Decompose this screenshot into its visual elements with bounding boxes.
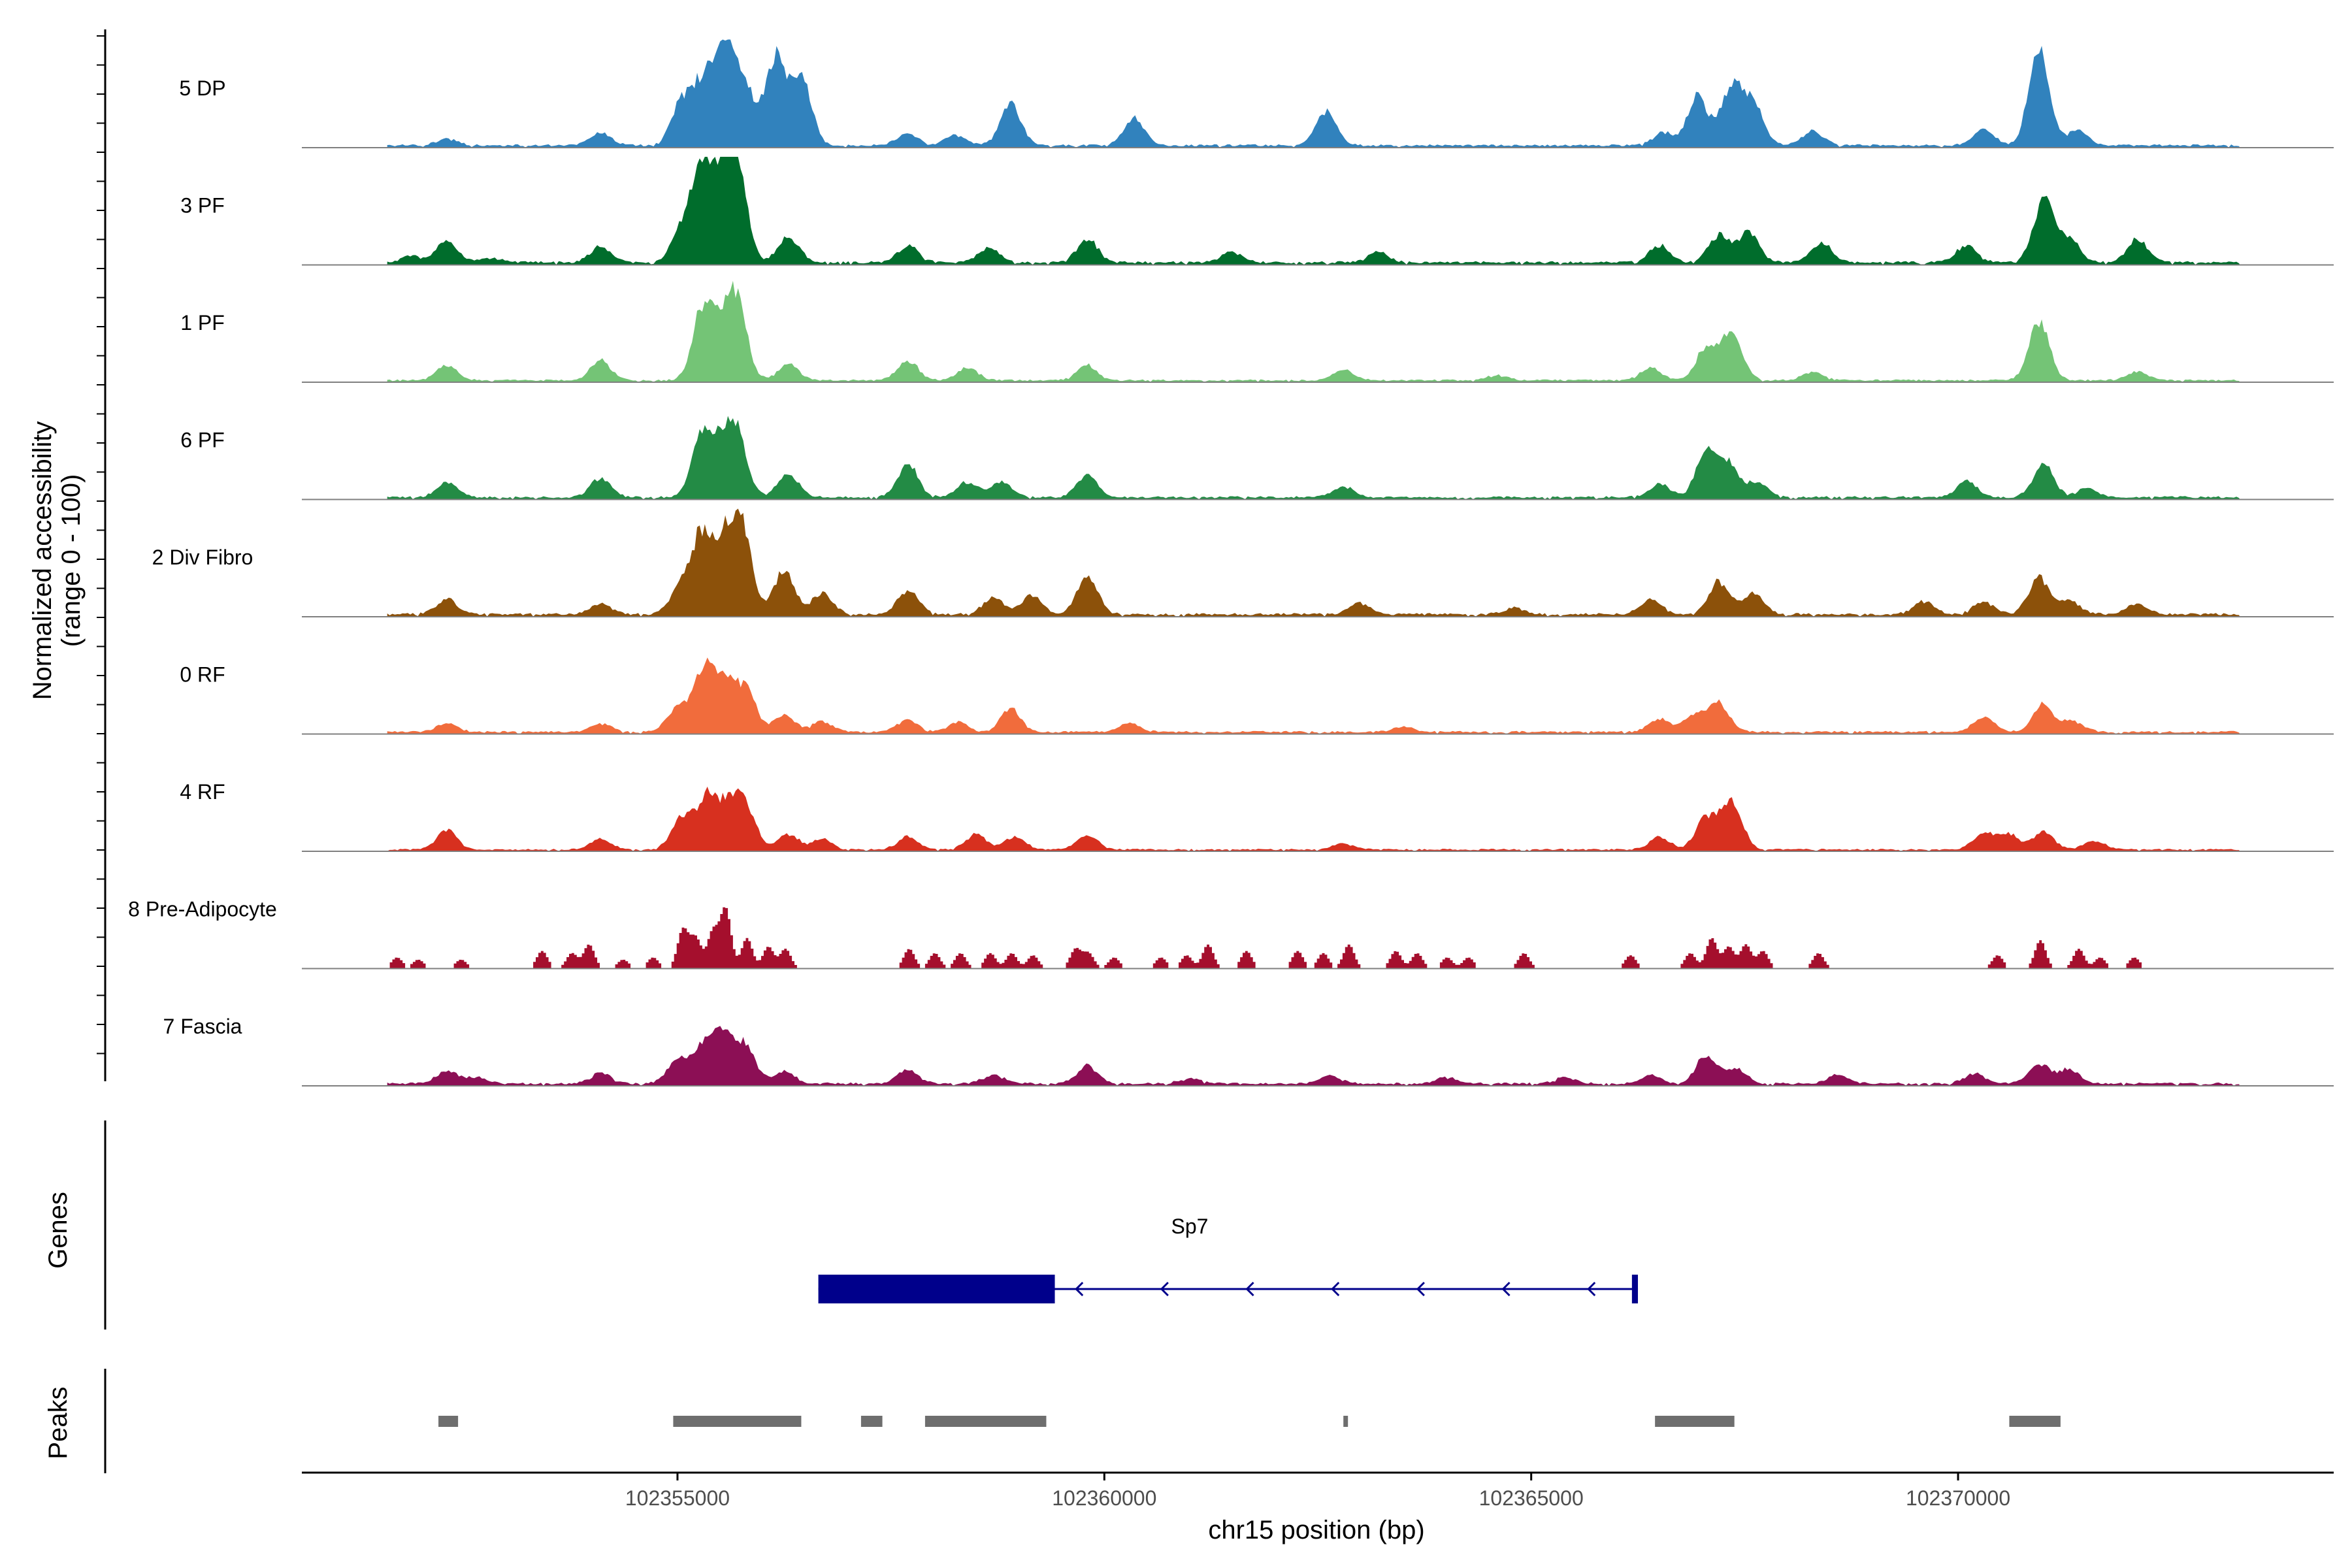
x-axis-label: chr15 position (bp) <box>1208 1516 1424 1544</box>
coverage-area <box>387 157 2240 265</box>
strand-arrow <box>1245 1281 1254 1297</box>
strand-arrow <box>1587 1281 1596 1297</box>
track-0-rf: 0 RF <box>180 657 2334 735</box>
track-label: 3 PF <box>180 194 225 218</box>
track-4-rf: 4 RF <box>180 780 2334 852</box>
axes: Sp7 102355000 102360000 102365000 102370000 <box>97 29 2334 1510</box>
track-label: 1 PF <box>180 311 225 335</box>
track-label: 4 RF <box>180 780 225 804</box>
peak-region <box>924 1416 1047 1427</box>
strand-arrow <box>1160 1281 1169 1297</box>
track-label: 6 PF <box>180 429 225 452</box>
peak-region <box>1655 1416 1735 1427</box>
strand-arrow <box>1416 1281 1425 1297</box>
track-3-pf: 3 PF <box>180 157 2334 266</box>
y-axis-label: Normalized accessibility <box>28 421 57 700</box>
coverage-area <box>387 39 2240 148</box>
peak-region <box>438 1416 459 1427</box>
peak-region <box>860 1416 883 1427</box>
gene-name-label: Sp7 <box>1171 1215 1209 1238</box>
coverage-area <box>387 1026 2240 1086</box>
track-label: 8 Pre-Adipocyte <box>128 898 277 921</box>
x-tick-label: 102370000 <box>1906 1486 2010 1510</box>
coverage-area <box>387 907 2242 968</box>
track-label: 0 RF <box>180 663 225 687</box>
track-7-fascia: 7 Fascia <box>163 1015 2334 1086</box>
coverage-area <box>387 280 2240 382</box>
peak-region <box>673 1416 802 1427</box>
track-6-pf: 6 PF <box>180 416 2334 500</box>
y-axis-sublabel: (range 0 - 100) <box>57 474 86 647</box>
strand-arrow <box>1331 1281 1340 1297</box>
track-label: 5 DP <box>179 76 225 100</box>
strand-arrow <box>1501 1281 1511 1297</box>
coverage-area <box>387 787 2240 851</box>
coverage-tracks: 5 DP 3 PF 1 PF 6 PF 2 Div Fibro 0 RF 4 RF 8 Pre… <box>128 39 2334 1086</box>
peak-region <box>1343 1416 1348 1427</box>
track-5-dp: 5 DP <box>179 39 2334 148</box>
coverage-area <box>387 508 2240 617</box>
coverage-area <box>387 657 2240 734</box>
gene-exon <box>818 1275 1055 1303</box>
track-1-pf: 1 PF <box>180 280 2334 383</box>
gene-exon <box>1631 1275 1639 1303</box>
x-tick-label: 102365000 <box>1479 1486 1584 1510</box>
strand-arrow <box>1075 1281 1084 1297</box>
peak-regions <box>438 1416 2061 1427</box>
peak-region <box>2009 1416 2061 1427</box>
track-2-div-fibro: 2 Div Fibro <box>152 508 2334 617</box>
peaks-track-label: Peaks <box>44 1386 73 1459</box>
x-tick-label: 102355000 <box>625 1486 730 1510</box>
track-8-pre-adipocyte: 8 Pre-Adipocyte <box>128 898 2334 970</box>
genes-track-label: Genes <box>44 1192 73 1269</box>
track-label: 2 Div Fibro <box>152 546 253 569</box>
track-label: 7 Fascia <box>163 1015 242 1038</box>
x-tick-label: 102360000 <box>1052 1486 1156 1510</box>
coverage-area <box>387 416 2240 499</box>
gene-model-sp7: Sp7 <box>818 1215 1639 1303</box>
